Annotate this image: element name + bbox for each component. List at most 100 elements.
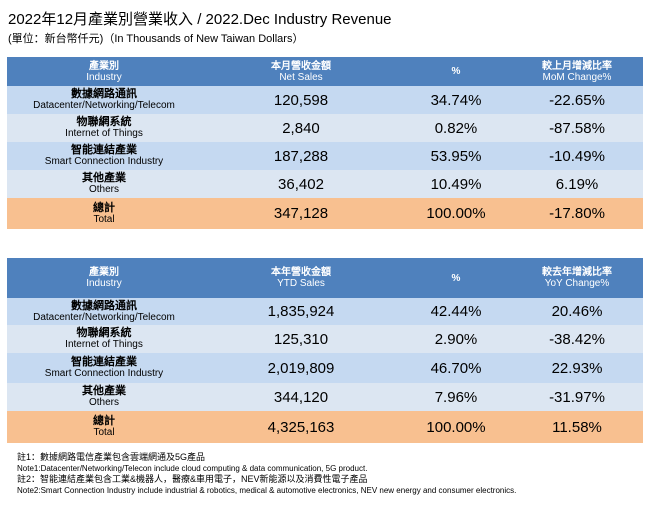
total-row: 總計 Total 4,325,163 100.00% 11.58% [7,411,643,443]
industry-cell: 數據網路通訊 Datacenter/Networking/Telecom [7,298,201,325]
pct-cell: 2.90% [434,330,478,348]
page-title: 2022年12月產業別營業收入 / 2022.Dec Industry Reve… [8,11,392,28]
pct-cell: 53.95% [430,147,482,165]
industry-cell: 智能連結產業 Smart Connection Industry [7,142,201,170]
header-zh: 產業別 [89,267,119,278]
pct-cell: 7.96% [434,388,478,406]
sales-cell: 344,120 [273,388,329,406]
unit-subtitle: (單位：新台幣仟元)（In Thousands of New Taiwan Do… [8,33,304,45]
table-row: 其他產業 Others 36,402 10.49% 6.19% [7,170,643,198]
note-2-en: Note2:Smart Connection Industry include … [17,486,517,495]
industry-zh: 智能連結產業 [71,144,137,156]
header-en: MoM Change% [542,71,612,83]
table-row: 物聯網系統 Internet of Things 125,310 2.90% -38.4… [7,325,643,353]
industry-cell: 總計 Total [7,411,201,443]
header-zh: 本年營收金額 [271,267,331,278]
pct-cell: 0.82% [434,119,478,137]
industry-en: Datacenter/Networking/Telecom [33,311,175,323]
industry-en: Total [93,213,115,225]
chg-cell: -17.80% [549,205,605,222]
header-zh: 較去年增減比率 [542,267,612,278]
ytd-revenue-table: 產業別 Industry 本年營收金額 YTD Sales% 較去年增減比率 YoY Ch… [7,258,643,443]
column-header: 較去年增減比率 YoY Change% [511,258,643,298]
sales-cell: 125,310 [273,330,329,348]
header-en: Industry [86,278,122,289]
industry-cell: 物聯網系統 Internet of Things [7,114,201,142]
note-1-en: Note1:Datacenter/Networking/Telecon incl… [17,464,368,473]
industry-cell: 總計 Total [7,198,201,229]
sales-cell: 36,402 [278,175,324,193]
industry-en: Internet of Things [65,128,143,139]
industry-zh: 總計 [93,201,115,214]
table-row: 數據網路通訊 Datacenter/Networking/Telecom 120,5… [7,86,643,114]
chg-cell: -38.42% [549,330,605,348]
column-header: % [401,258,511,298]
chg-cell: 11.58% [552,418,602,436]
pct-cell: 46.70% [430,359,482,377]
chg-cell: -87.58% [549,119,605,137]
column-header: 產業別 Industry [7,258,201,298]
industry-en: Datacenter/Networking/Telecom [33,100,175,111]
sales-cell: 347,128 [273,205,329,222]
header-zh: 產業別 [89,60,119,72]
header-zh: % [451,66,461,77]
column-header: 本年營收金額 YTD Sales [201,258,401,298]
pct-cell: 100.00% [426,205,486,222]
note-2-zh: 註2：智能連結產業包含工業&機器人，醫療&車用電子，NEV新能源以及消費性電子產… [17,474,368,484]
industry-en: Smart Connection Industry [44,368,164,379]
sales-cell: 2,840 [282,119,320,137]
sales-cell: 2,019,809 [267,359,335,377]
sales-cell: 4,325,163 [267,418,335,436]
header-zh: 較上月增減比率 [542,60,612,72]
chg-cell: 20.46% [551,303,603,320]
industry-zh: 物聯網系統 [76,327,132,339]
industry-cell: 物聯網系統 Internet of Things [7,325,201,353]
industry-en: Total [93,427,115,438]
chg-cell: 6.19% [555,175,599,193]
industry-zh: 數據網路通訊 [71,299,137,312]
pct-cell: 100.00% [426,418,486,436]
chg-cell: -22.65% [549,91,605,109]
footnotes: 註1：數據網路電信產業包含雲端網通及5G產品 Note1:Datacenter/… [17,452,516,496]
column-header: 較上月增減比率 MoM Change% [511,57,643,86]
header-en: Net Sales [279,71,323,83]
industry-cell: 數據網路通訊 Datacenter/Networking/Telecom [7,86,201,114]
industry-zh: 智能連結產業 [71,356,137,368]
sales-cell: 187,288 [273,147,329,165]
chg-cell: -31.97% [549,388,605,406]
industry-zh: 其他產業 [82,385,126,397]
column-header: 本月營收金額 Net Sales [201,57,401,86]
total-row: 總計 Total 347,128 100.00% -17.80% [7,198,643,229]
header-row: 產業別 Industry 本月營收金額 Net Sales% 較上月增減比率 MoM Ch… [7,57,643,86]
header-en: YTD Sales [277,278,325,289]
table-row: 智能連結產業 Smart Connection Industry 187,288 53… [7,142,643,170]
header-zh: % [451,272,461,284]
industry-zh: 物聯網系統 [76,116,132,128]
industry-cell: 其他產業 Others [7,170,201,198]
table-row: 數據網路通訊 Datacenter/Networking/Telecom 1,835… [7,298,643,325]
industry-zh: 數據網路通訊 [71,88,137,100]
industry-en: Smart Connection Industry [44,156,164,167]
header-zh: 本月營收金額 [271,60,331,72]
header-row: 產業別 Industry 本年營收金額 YTD Sales% 較去年增減比率 YoY Ch… [7,258,643,298]
industry-en: Internet of Things [65,339,143,350]
column-header: % [401,57,511,86]
sales-cell: 1,835,924 [267,303,335,320]
pct-cell: 42.44% [430,303,482,320]
table-row: 物聯網系統 Internet of Things 2,840 0.82% -87.58% [7,114,643,142]
sales-cell: 120,598 [273,91,329,109]
header-en: Industry [86,71,122,83]
column-header: 產業別 Industry [7,57,201,86]
table-row: 其他產業 Others 344,120 7.96% -31.97% [7,383,643,411]
industry-zh: 總計 [93,415,115,427]
note-1-zh: 註1：數據網路電信產業包含雲端網通及5G產品 [17,452,206,462]
monthly-revenue-table: 產業別 Industry 本月營收金額 Net Sales% 較上月增減比率 MoM Ch… [7,57,643,229]
industry-zh: 其他產業 [82,172,126,184]
pct-cell: 34.74% [430,91,482,109]
header-en: YoY Change% [544,278,610,289]
industry-cell: 智能連結產業 Smart Connection Industry [7,353,201,383]
industry-cell: 其他產業 Others [7,383,201,411]
pct-cell: 10.49% [430,175,482,193]
table-row: 智能連結產業 Smart Connection Industry 2,019,809… [7,353,643,383]
industry-en: Others [88,184,119,195]
